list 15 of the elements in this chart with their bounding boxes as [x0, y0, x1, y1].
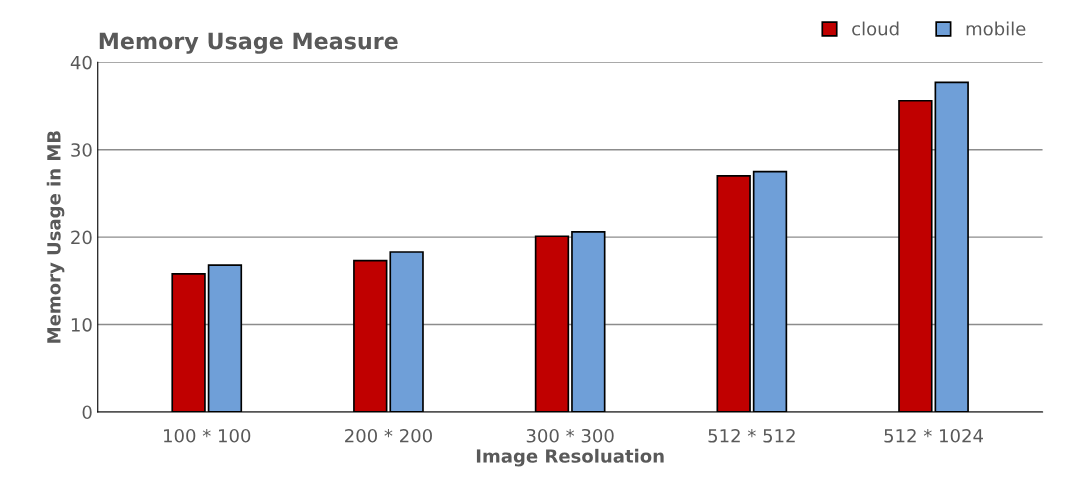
x-tick-label: 100 * 100: [164, 428, 251, 443]
x-axis-title: Image Resoluation: [476, 448, 664, 467]
y-tick-label: 40: [70, 55, 92, 70]
x-tick-label: 200 * 200: [345, 428, 432, 443]
x-tick-label: 512 * 1024: [884, 428, 983, 443]
x-tick-label: 512 * 512: [708, 428, 795, 443]
legend-label: mobile: [966, 21, 1026, 36]
y-tick-label: 0: [82, 405, 92, 420]
y-tick-label: 30: [71, 143, 92, 157]
y-tick-label: 10: [71, 317, 92, 332]
x-tick-label: 300 * 300: [526, 428, 614, 443]
legend-label: cloud: [852, 21, 899, 36]
y-tick-label: 20: [71, 230, 92, 245]
y-axis-title: Memory Usage in MB: [46, 131, 65, 343]
chart-title: Memory Usage Measure: [99, 32, 398, 54]
